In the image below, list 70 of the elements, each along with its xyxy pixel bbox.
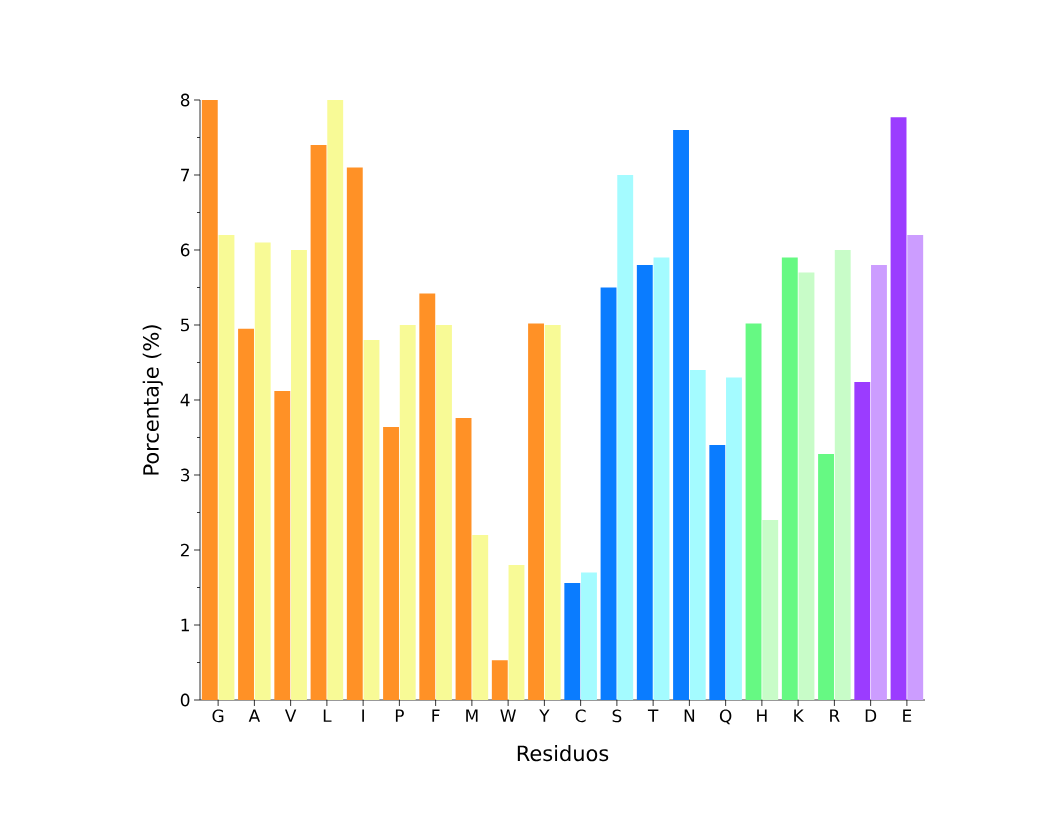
x-tick-label: W xyxy=(500,709,516,722)
bar xyxy=(491,660,508,700)
x-tick-label: A xyxy=(248,709,261,722)
bar xyxy=(310,145,327,700)
bar xyxy=(726,377,742,700)
y-tick-label: 8 xyxy=(180,93,190,107)
x-tick-label: C xyxy=(575,709,586,723)
x-tick-label: L xyxy=(323,709,332,722)
x-tick-label: M xyxy=(466,709,478,722)
bar xyxy=(890,117,907,700)
bar xyxy=(218,235,235,700)
bar xyxy=(818,454,834,700)
y-tick-label: 2 xyxy=(180,543,189,557)
x-axis-title: Residuos xyxy=(517,745,609,762)
bar xyxy=(455,418,472,700)
y-tick-label: 6 xyxy=(180,243,190,257)
bar xyxy=(871,265,887,700)
x-tick-label: V xyxy=(284,709,297,722)
y-axis-title: Porcentaje (%) xyxy=(142,325,163,475)
x-tick-label: H xyxy=(757,709,767,722)
x-tick-label: G xyxy=(212,709,224,723)
bar xyxy=(600,287,617,700)
x-tick-label: D xyxy=(865,709,877,722)
y-tick-label: 1 xyxy=(181,618,189,632)
bar xyxy=(508,565,525,700)
bar xyxy=(781,257,798,700)
bar xyxy=(689,370,706,700)
x-tick-label: T xyxy=(647,709,659,722)
bar xyxy=(673,130,689,700)
x-tick-label: K xyxy=(794,709,805,722)
bar xyxy=(436,325,452,700)
x-tick-label: E xyxy=(903,709,912,722)
bar xyxy=(327,100,344,700)
bar xyxy=(238,328,254,700)
bar xyxy=(762,520,779,700)
x-tick-label: P xyxy=(395,709,404,722)
y-tick-label: 7 xyxy=(181,168,190,182)
x-tick-label: I xyxy=(362,709,364,722)
bar xyxy=(419,293,436,700)
bar xyxy=(653,257,670,700)
y-tick-label: 5 xyxy=(181,318,190,332)
bar xyxy=(399,325,416,700)
bar xyxy=(383,427,399,700)
bar xyxy=(564,583,581,700)
x-tick-label: F xyxy=(432,709,440,722)
bar xyxy=(528,323,544,700)
bar xyxy=(363,340,380,700)
bar xyxy=(472,535,489,700)
bar xyxy=(617,175,634,700)
x-tick-label: Y xyxy=(539,709,550,722)
bar xyxy=(274,391,291,700)
bar xyxy=(709,445,726,700)
bar xyxy=(798,272,815,700)
y-tick-label: 3 xyxy=(181,468,190,482)
y-tick-label: 0 xyxy=(180,693,190,707)
bar xyxy=(834,250,851,700)
bar xyxy=(854,382,871,700)
bar xyxy=(291,250,307,700)
y-tick-label: 4 xyxy=(180,393,190,407)
bar xyxy=(346,167,363,700)
x-tick-label: Q xyxy=(719,709,732,725)
bar xyxy=(745,323,762,700)
bar xyxy=(544,325,561,700)
x-tick-label: R xyxy=(830,709,840,722)
x-tick-label: S xyxy=(612,709,622,723)
bar xyxy=(254,242,271,700)
bar xyxy=(636,265,653,700)
bar xyxy=(907,235,924,700)
bar xyxy=(581,572,597,700)
x-tick-label: N xyxy=(684,709,695,722)
